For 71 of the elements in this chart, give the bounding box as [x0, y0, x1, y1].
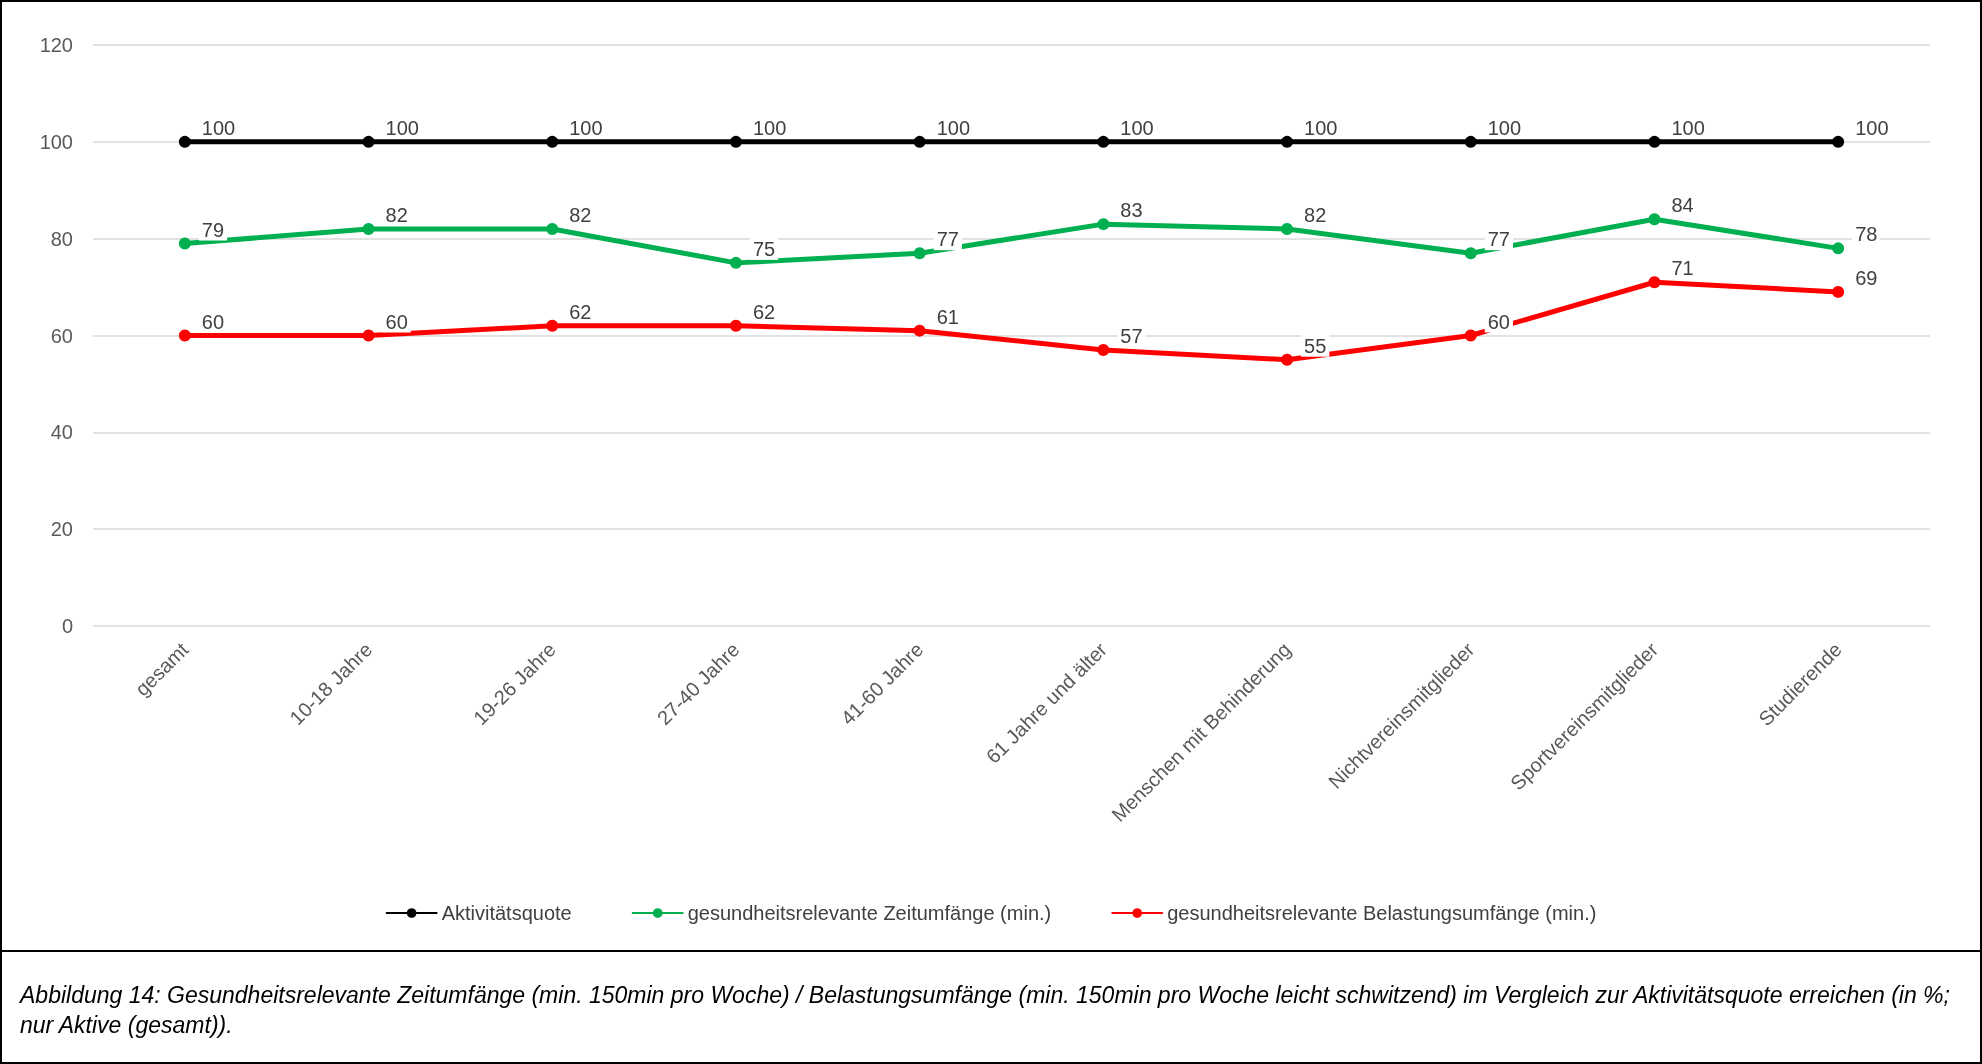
data-label: 60: [1487, 310, 1510, 333]
point: [1097, 135, 1110, 148]
y-tick-label: 20: [50, 518, 73, 541]
data-label: 100: [1120, 116, 1154, 139]
y-tick-label: 40: [50, 421, 73, 444]
legend-label: Aktivitätsquote: [441, 902, 572, 924]
point: [362, 222, 375, 235]
point: [1464, 329, 1477, 342]
data-label: 100: [752, 116, 787, 139]
data-label: 78: [1855, 223, 1878, 246]
data-label: 61: [936, 305, 959, 328]
point: [1648, 213, 1661, 226]
data-label: 60: [201, 310, 225, 333]
data-label: 100: [1487, 116, 1522, 139]
data-label: 62: [752, 300, 776, 323]
point: [729, 256, 742, 269]
point: [362, 135, 375, 148]
point: [1648, 276, 1661, 289]
data-label: 100: [936, 116, 971, 139]
data-label: 82: [1304, 203, 1327, 226]
data-label: 84: [1671, 194, 1694, 217]
point: [913, 247, 926, 260]
point: [546, 135, 559, 148]
data-label: 75: [752, 237, 776, 260]
data-label: 100: [385, 116, 419, 139]
point: [1281, 135, 1294, 148]
data-label: 100: [1671, 116, 1705, 139]
text: Abbildung 14: Gesundheitsrelevante Zeitumfänge (min. 150min pro Woche) / Belastungsumfänge (min. 150min pro Woche leicht schwitzend) im Vergleich zur Aktivitätsquote erreichen (in %; nur Aktive (gesamt)).: [18, 981, 1951, 1040]
y-tick-label: 0: [61, 615, 73, 637]
point: [913, 135, 926, 148]
y-tick-label: 80: [50, 227, 73, 250]
point: [1464, 135, 1477, 148]
point: [729, 135, 742, 148]
data-label: 60: [385, 310, 408, 333]
data-label: 69: [1855, 266, 1878, 289]
point: [1648, 135, 1661, 148]
point: [178, 135, 191, 148]
data-label: 55: [1304, 334, 1327, 357]
point: [546, 222, 559, 235]
legend-label: gesundheitsrelevante Zeitumfänge (min.): [687, 902, 1052, 924]
point: [178, 237, 191, 250]
point: [1464, 247, 1477, 260]
point: [1832, 135, 1845, 148]
point: [1832, 242, 1845, 255]
data-label: 77: [936, 228, 959, 251]
y-tick-label: 120: [39, 34, 73, 56]
legend-label: gesundheitsrelevante Belastungsumfänge (min.): [1167, 902, 1597, 924]
data-label: 82: [385, 203, 408, 226]
data-label: 100: [1855, 116, 1889, 139]
data-label: 82: [569, 203, 592, 226]
data-label: 100: [569, 116, 603, 139]
data-label: 100: [201, 116, 236, 139]
point: [1281, 222, 1294, 235]
data-label: 79: [201, 218, 225, 241]
data-label: 71: [1671, 257, 1694, 280]
data-label: 62: [569, 300, 592, 323]
data-label: 83: [1120, 199, 1143, 222]
point: [729, 319, 742, 332]
point: [1832, 285, 1845, 298]
y-tick-label: 100: [39, 130, 73, 153]
point: [1097, 344, 1110, 357]
y-tick-label: 60: [50, 324, 73, 347]
point: [178, 329, 191, 342]
data-label: 100: [1304, 116, 1338, 139]
data-label: 77: [1487, 228, 1510, 251]
point: [362, 329, 375, 342]
point: [546, 319, 559, 332]
point: [1097, 218, 1110, 231]
data-label: 57: [1120, 325, 1143, 348]
point: [1281, 353, 1294, 366]
point: [913, 324, 926, 337]
